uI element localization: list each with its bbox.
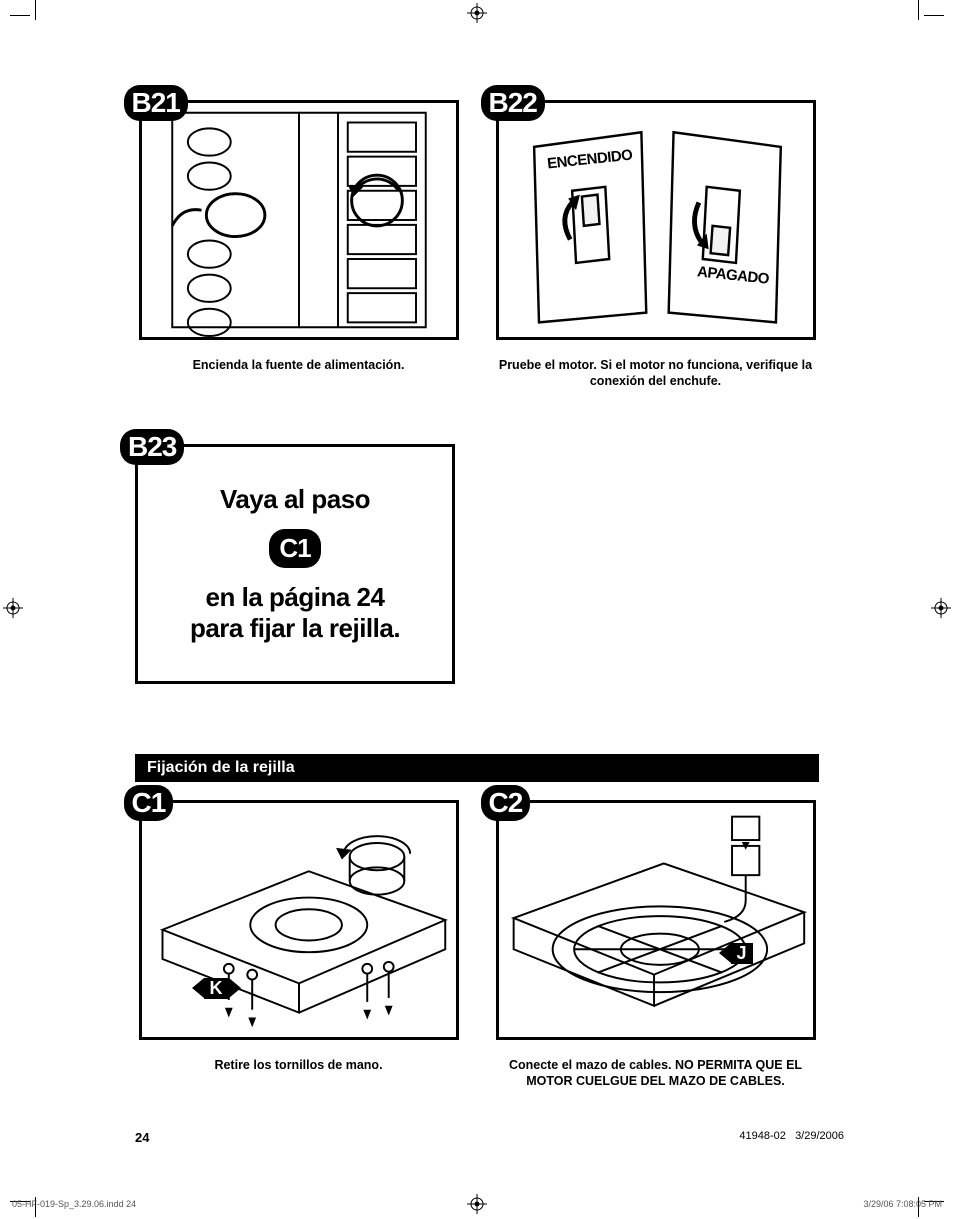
page-content: B21: [45, 30, 909, 1185]
registration-mark-icon: [3, 598, 23, 618]
step-b23-illustration: B23 Vaya al paso C1 en la página 24 para…: [135, 444, 455, 684]
step-b23-line1: Vaya al paso: [220, 484, 370, 515]
section-title-bar: Fijación de la rejilla: [135, 754, 819, 782]
part-label-k: K: [204, 978, 229, 999]
step-b21-caption: Encienda la fuente de alimentación.: [193, 358, 405, 374]
step-c1-illustration: C1: [139, 800, 459, 1040]
steps-row-3: C1: [45, 800, 909, 1089]
step-c2-caption: Conecte el mazo de cables. NO PERMITA QU…: [496, 1058, 816, 1089]
doc-meta: 41948-02 3/29/2006: [739, 1130, 844, 1145]
step-badge: B23: [120, 429, 184, 465]
step-b23-line2a: en la página 24: [190, 582, 400, 613]
step-badge: C2: [481, 785, 531, 821]
slug-file: 05-HF-019-Sp_3.29.06.indd 24: [12, 1199, 136, 1209]
breaker-panel-icon: [142, 103, 456, 337]
step-c2: C2: [492, 800, 819, 1089]
switch-plates-icon: [499, 103, 813, 337]
spacer: [485, 444, 819, 684]
step-b23-ref-badge: C1: [269, 529, 320, 568]
step-b22-caption: Pruebe el motor. Si el motor no funciona…: [496, 358, 816, 389]
part-label-j: J: [731, 943, 753, 964]
page-footer: 24 41948-02 3/29/2006: [135, 1130, 844, 1145]
step-b23-line2: en la página 24 para fijar la rejilla.: [190, 582, 400, 644]
crop-mark: [924, 15, 944, 16]
housing-screws-icon: [142, 803, 456, 1037]
slug-timestamp: 3/29/06 7:08:05 PM: [863, 1199, 942, 1209]
step-c1: C1: [135, 800, 462, 1089]
crop-mark: [35, 0, 36, 20]
steps-row-2: B23 Vaya al paso C1 en la página 24 para…: [45, 444, 909, 684]
step-b23: B23 Vaya al paso C1 en la página 24 para…: [135, 444, 455, 684]
crop-mark: [10, 15, 30, 16]
print-slug: 05-HF-019-Sp_3.29.06.indd 24 3/29/06 7:0…: [12, 1199, 942, 1209]
step-b22-illustration: B22: [496, 100, 816, 340]
steps-row-1: B21: [45, 100, 909, 389]
page-number: 24: [135, 1130, 149, 1145]
registration-mark-icon: [467, 3, 487, 23]
step-c1-caption: Retire los tornillos de mano.: [214, 1058, 382, 1074]
step-b22: B22: [492, 100, 819, 389]
step-badge: C1: [124, 785, 174, 821]
step-b21-illustration: B21: [139, 100, 459, 340]
step-badge: B22: [481, 85, 545, 121]
registration-mark-icon: [931, 598, 951, 618]
step-b23-line2b: para fijar la rejilla.: [190, 613, 400, 644]
step-b21: B21: [135, 100, 462, 389]
doc-date: 3/29/2006: [795, 1130, 844, 1142]
wire-harness-icon: [499, 803, 813, 1037]
crop-mark: [918, 0, 919, 20]
step-badge: B21: [124, 85, 188, 121]
doc-code: 41948-02: [739, 1130, 786, 1142]
step-c2-illustration: C2: [496, 800, 816, 1040]
